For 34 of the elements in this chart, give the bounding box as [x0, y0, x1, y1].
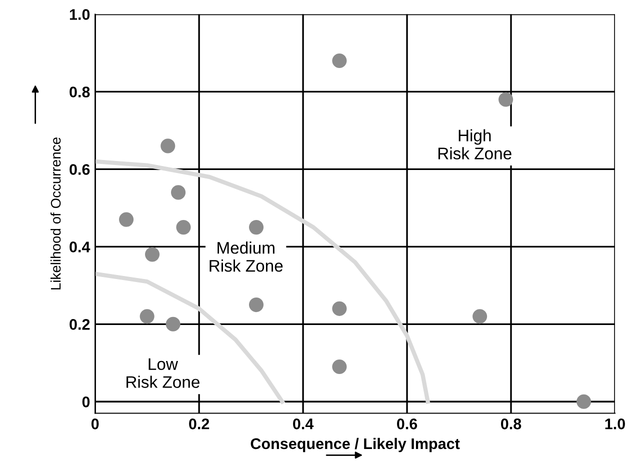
- point: [472, 309, 488, 324]
- point: [332, 53, 347, 68]
- point: [248, 220, 264, 235]
- x-axis-title: Consequence / Likely Impact: [250, 438, 460, 452]
- annotation: High Risk Zone: [438, 129, 512, 160]
- point: [498, 92, 514, 107]
- x-tick-label: 0.6: [397, 418, 418, 430]
- y-tick-label: 0.6: [70, 164, 90, 175]
- y-tick-label: 0.2: [70, 319, 90, 330]
- x-tick-label: 1.0: [605, 418, 625, 430]
- y-tick-label: 1.0: [70, 9, 90, 20]
- y-tick-label: 0.4: [70, 242, 90, 252]
- y-axis-title: Likelihood of Occurrence: [50, 138, 61, 290]
- annotation: Medium Risk Zone: [210, 242, 283, 272]
- point: [332, 359, 347, 374]
- x-tick-label: 0.8: [500, 418, 522, 430]
- y-tick-label: 0.8: [70, 86, 90, 98]
- x-tick-label: 0.2: [189, 418, 210, 430]
- x-tick-label: 0.4: [293, 418, 314, 430]
- point: [576, 394, 592, 409]
- point: [332, 301, 347, 316]
- point: [166, 316, 180, 332]
- point: [119, 212, 134, 227]
- y-tick-label: 0: [82, 396, 90, 408]
- point: [248, 298, 264, 312]
- line-series: [95, 159, 430, 404]
- point: [170, 185, 186, 200]
- annotation: Low Risk Zone: [126, 358, 200, 388]
- line-series: [95, 272, 284, 404]
- point: [145, 247, 160, 262]
- x-tick-label: 0: [91, 418, 99, 430]
- point: [176, 220, 191, 235]
- point: [160, 138, 176, 154]
- point: [140, 309, 154, 324]
